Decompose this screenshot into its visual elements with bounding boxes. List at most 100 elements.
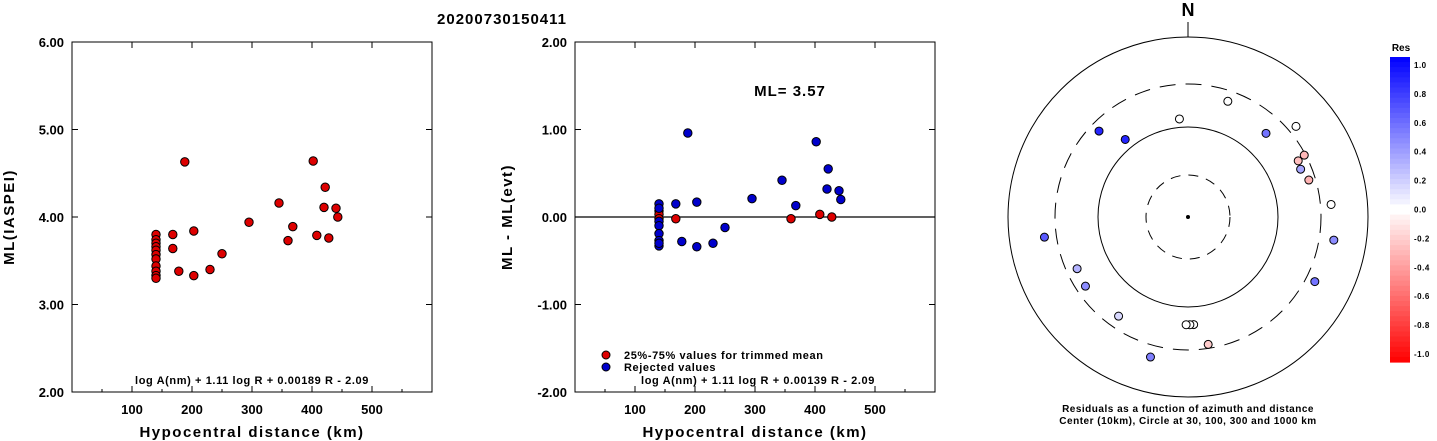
residual-point xyxy=(791,200,801,211)
residual-point xyxy=(692,197,702,207)
station-residual-point xyxy=(1223,96,1233,106)
colorbar-segment xyxy=(1390,356,1410,363)
magnitude-point xyxy=(217,249,227,259)
residual-point xyxy=(811,137,821,147)
circle-100km xyxy=(1097,126,1279,308)
colorbar-segment xyxy=(1390,285,1410,292)
epicenter-dot xyxy=(1186,215,1190,219)
station-residual-point xyxy=(1203,339,1213,349)
magnitude-point xyxy=(333,212,343,222)
magnitude-xtick-label: 300 xyxy=(241,402,263,417)
figure-title: 20200730150411 xyxy=(437,11,567,28)
colorbar-tick-label: -0.6 xyxy=(1414,292,1430,301)
residual-ytick-label: 1.00 xyxy=(542,123,567,138)
colorbar-segment xyxy=(1390,321,1410,328)
magnitude-point xyxy=(320,182,330,192)
station-residual-point xyxy=(1145,352,1155,362)
legend-marker-rejected xyxy=(601,362,611,372)
colorbar-segment xyxy=(1390,168,1410,175)
colorbar-segment xyxy=(1390,87,1410,94)
magnitude-point xyxy=(180,157,190,167)
station-residual-point xyxy=(1326,199,1336,209)
colorbar-segment xyxy=(1390,204,1410,211)
magnitude-xtick-label: 100 xyxy=(121,402,143,417)
magnitude-point xyxy=(319,202,329,213)
colorbar-segment xyxy=(1390,173,1410,180)
residual-point xyxy=(834,186,844,196)
residual-point xyxy=(671,199,681,209)
magnitude-point xyxy=(189,226,199,236)
magnitude-ytick-label: 2.00 xyxy=(39,385,64,400)
residual-point xyxy=(836,194,846,205)
magnitude-point xyxy=(244,217,254,227)
residual-xtick-label: 200 xyxy=(684,402,706,417)
colorbar-segment xyxy=(1390,133,1410,139)
colorbar-segment xyxy=(1390,118,1410,124)
ml-annotation: ML= 3.57 xyxy=(754,83,826,100)
magnitude-point xyxy=(168,243,178,254)
station-residual-point xyxy=(1080,281,1090,291)
magnitude-xtick-label: 200 xyxy=(181,402,203,417)
magnitude-point xyxy=(308,156,318,166)
colorbar-segment xyxy=(1390,250,1410,256)
circle-30km xyxy=(1145,174,1231,260)
magnitude-point xyxy=(312,230,322,241)
colorbar-segment xyxy=(1390,260,1410,267)
colorbar-segment xyxy=(1390,57,1410,63)
station-residual-point xyxy=(1293,156,1303,166)
magnitude-point xyxy=(331,203,341,213)
residual-point xyxy=(815,209,825,220)
magnitude-ylabel: ML(IASPEI) xyxy=(1,169,18,265)
magnitude-xlabel: Hypocentral distance (km) xyxy=(139,424,364,441)
magnitude-point xyxy=(205,264,215,275)
colorbar-segment xyxy=(1390,341,1410,348)
magnitude-ytick-label: 4.00 xyxy=(39,210,64,225)
residual-xtick-label: 100 xyxy=(624,402,646,417)
station-residual-point xyxy=(1181,320,1191,330)
colorbar-segment xyxy=(1390,112,1410,119)
residual-point xyxy=(827,212,837,222)
colorbar-tick-label: 0.4 xyxy=(1414,148,1427,157)
colorbar-segment xyxy=(1390,77,1410,84)
colorbar-segment xyxy=(1390,306,1410,312)
colorbar-tick-label: 0.6 xyxy=(1414,119,1427,128)
station-residual-point xyxy=(1114,311,1124,321)
azimuth-caption-2: Center (10km), Circle at 30, 100, 300 an… xyxy=(1059,416,1316,427)
azimuth-caption-1: Residuals as a function of azimuth and d… xyxy=(1062,404,1314,415)
magnitude-ytick-label: 3.00 xyxy=(39,298,64,313)
colorbar-segment xyxy=(1390,219,1410,226)
colorbar-tick-label: -0.4 xyxy=(1414,263,1430,272)
residual-ytick-label: 0.00 xyxy=(542,210,567,225)
station-residual-point xyxy=(1039,232,1049,242)
colorbar-segment xyxy=(1390,189,1410,195)
colorbar-tick-label: 0.2 xyxy=(1414,177,1427,186)
colorbar-segment xyxy=(1390,311,1410,317)
magnitude-xtick-label: 500 xyxy=(361,402,383,417)
colorbar-segment xyxy=(1390,280,1410,287)
colorbar-segment xyxy=(1390,255,1410,261)
residual-point xyxy=(777,175,787,185)
station-residual-point xyxy=(1310,277,1320,287)
colorbar-segment xyxy=(1390,163,1410,170)
circle-300km xyxy=(1054,83,1322,351)
legend-trimmed-label: 25%-75% values for trimmed mean xyxy=(624,350,824,362)
colorbar-segment xyxy=(1390,97,1410,104)
colorbar-segment xyxy=(1390,336,1410,343)
magnitude-panel: 100 200 300 400 500 2.00 3.00 4.00 5.00 6.00 log … xyxy=(1,35,433,441)
colorbar-segment xyxy=(1390,123,1410,129)
magnitude-ytick-label: 5.00 xyxy=(39,123,64,138)
colorbar-segment xyxy=(1390,245,1410,251)
colorbar-segment xyxy=(1390,148,1410,155)
residual-point xyxy=(786,214,796,224)
residual-xlabel: Hypocentral distance (km) xyxy=(642,424,867,441)
magnitude-point xyxy=(288,221,298,232)
residual-point xyxy=(683,128,693,138)
legend-rejected-label: Rejected values xyxy=(624,362,716,374)
residual-xtick-label: 400 xyxy=(804,402,826,417)
station-residual-point xyxy=(1291,121,1301,131)
residual-ytick-label: 2.00 xyxy=(542,35,567,50)
colorbar-title: Res xyxy=(1392,43,1411,54)
magnitude-point xyxy=(283,235,293,246)
colorbar-segment xyxy=(1390,138,1410,145)
colorbar-segment xyxy=(1390,102,1410,109)
